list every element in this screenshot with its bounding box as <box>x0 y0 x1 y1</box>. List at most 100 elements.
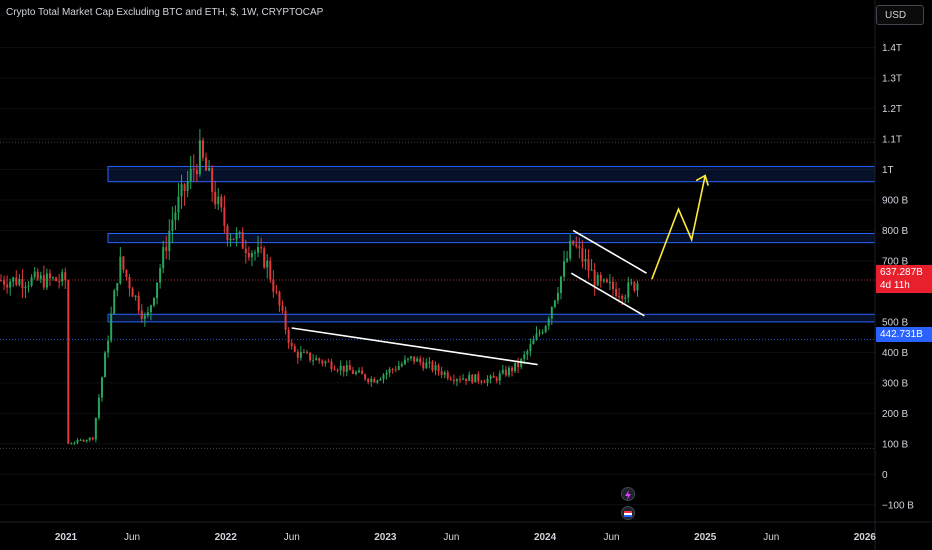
candle-body <box>244 248 247 253</box>
projection-arrowhead <box>695 174 709 186</box>
time-axis[interactable]: 2021 Jun 2022 Jun 2023 Jun 2024 Jun 2025 Jun 2026 <box>0 521 932 543</box>
candle-body <box>501 369 504 374</box>
candle-body <box>446 372 449 379</box>
candle-body <box>440 371 443 375</box>
candle-body <box>596 274 599 286</box>
candle-body <box>590 269 593 271</box>
candle-body <box>419 358 422 363</box>
candle-body <box>321 360 324 364</box>
candle-body <box>39 275 42 280</box>
candle-body <box>483 382 486 384</box>
candle-body <box>572 240 575 245</box>
price-label: 900 B <box>882 195 908 206</box>
candle-body <box>563 261 566 277</box>
price-label: 200 B <box>882 409 908 420</box>
candle-body <box>156 282 159 299</box>
time-label: Jun <box>443 532 459 543</box>
candle-body <box>12 277 15 282</box>
candle-body <box>168 231 171 251</box>
candle-body <box>315 358 318 361</box>
candle-body <box>575 244 578 247</box>
candle-body <box>241 232 244 249</box>
flag-icon[interactable] <box>621 506 635 520</box>
time-label: 2025 <box>694 532 717 543</box>
candle-body <box>198 140 201 175</box>
candle-body <box>480 381 483 383</box>
candle-body <box>76 439 79 443</box>
candle-body <box>566 258 569 262</box>
candle-body <box>385 372 388 375</box>
candle-body <box>612 282 614 290</box>
candle-body <box>388 369 391 373</box>
candle-body <box>529 344 532 352</box>
last-price-value: 637.287B <box>880 267 923 278</box>
time-label: Jun <box>604 532 620 543</box>
candle-body <box>211 168 214 192</box>
candle-body <box>189 168 192 182</box>
candle-body <box>608 282 611 284</box>
price-label: 700 B <box>882 256 908 267</box>
candle-body <box>82 439 85 442</box>
candle-body <box>624 297 627 299</box>
candle-body <box>36 271 39 280</box>
candle-body <box>535 333 538 340</box>
candle-body <box>547 318 550 327</box>
currency-button[interactable]: USD <box>876 5 924 25</box>
candle-body <box>162 247 165 269</box>
trendline-drawings <box>291 174 709 366</box>
candle-body <box>33 271 36 278</box>
candle-body <box>434 365 437 371</box>
candle-body <box>474 374 477 383</box>
candle-body <box>581 248 584 262</box>
candle-body <box>504 369 507 376</box>
candle-body <box>455 379 458 382</box>
candle-body <box>67 280 70 444</box>
candle-body <box>45 273 48 288</box>
candle-body <box>428 361 431 363</box>
candle-body <box>64 272 67 281</box>
candle-body <box>165 247 168 251</box>
candle-body <box>260 247 263 249</box>
candle-body <box>88 437 91 441</box>
price-axis[interactable]: 1.4T 1.3T 1.2T 1.1T 1T 900 B 800 B 700 B 500 B 40… <box>874 0 914 550</box>
candle-body <box>410 356 413 359</box>
candle-body <box>128 277 131 289</box>
candle-body <box>250 253 253 258</box>
candle-body <box>367 379 370 382</box>
price-label: 0 <box>882 470 888 481</box>
candle-body <box>403 359 406 365</box>
candle-body <box>159 268 162 283</box>
candle-body <box>137 295 140 311</box>
candle-body <box>302 351 305 353</box>
candle-body <box>330 361 333 370</box>
candle-body <box>232 238 235 240</box>
price-label: 300 B <box>882 378 908 389</box>
candle-body <box>281 305 284 311</box>
candle-body <box>91 437 94 440</box>
candle-body <box>636 283 639 291</box>
candle-body <box>382 374 385 380</box>
candle-body <box>290 342 293 347</box>
candle-body <box>342 365 345 372</box>
bolt-icon[interactable] <box>621 487 635 501</box>
candle-body <box>177 196 180 213</box>
candle-body <box>618 295 621 297</box>
candle-body <box>122 256 125 270</box>
candle-body <box>275 291 278 293</box>
candle-body <box>174 212 177 220</box>
candle-body <box>327 361 330 363</box>
candle-body <box>376 380 379 383</box>
candle-body <box>55 277 58 282</box>
candle-body <box>15 277 18 285</box>
candle-body <box>550 307 553 319</box>
last-price-label: 637.287B 4d 11h <box>876 265 932 293</box>
candle-body <box>443 372 446 375</box>
candle-body <box>299 352 302 358</box>
candle-body <box>247 252 250 258</box>
candle-body <box>296 351 299 358</box>
candle-body <box>394 369 397 371</box>
candle-body <box>523 354 526 360</box>
chart-title: Crypto Total Market Cap Excluding BTC an… <box>6 7 324 18</box>
candle-body <box>143 315 146 319</box>
